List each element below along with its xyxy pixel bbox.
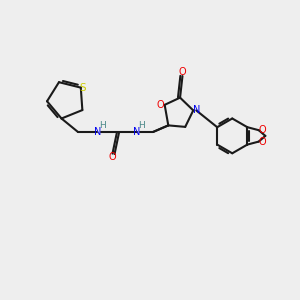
Text: O: O (259, 136, 266, 147)
Text: O: O (157, 100, 165, 110)
Text: N: N (194, 105, 201, 116)
Text: O: O (259, 125, 266, 135)
Text: H: H (139, 121, 145, 130)
Text: N: N (133, 127, 140, 137)
Text: O: O (108, 152, 116, 163)
Text: H: H (100, 121, 106, 130)
Text: O: O (179, 67, 186, 77)
Text: S: S (79, 82, 86, 93)
Text: N: N (94, 127, 101, 137)
